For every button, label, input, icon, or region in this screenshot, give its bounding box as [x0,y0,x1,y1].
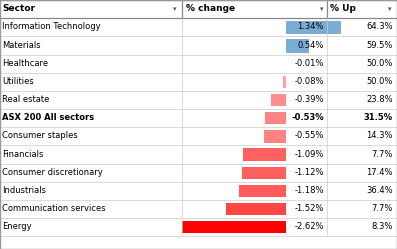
Text: Sector: Sector [2,4,35,13]
Text: Industrials: Industrials [2,186,46,195]
Text: 36.4%: 36.4% [366,186,393,195]
Text: -1.09%: -1.09% [295,150,324,159]
Bar [283,76,286,88]
Text: ▾: ▾ [173,6,176,12]
Text: -0.55%: -0.55% [295,131,324,140]
Text: -1.12%: -1.12% [295,168,324,177]
Text: % change: % change [186,4,235,13]
Text: -1.52%: -1.52% [295,204,324,213]
Bar [0,18,397,36]
Text: 1.34%: 1.34% [297,22,324,31]
Bar [182,221,286,233]
Bar [0,182,397,200]
Text: 0.54%: 0.54% [298,41,324,50]
Bar [225,203,286,215]
Bar [286,21,339,33]
Bar [271,94,286,106]
Bar [0,0,397,18]
Text: Energy: Energy [2,222,32,231]
Text: ▾: ▾ [388,6,391,12]
Text: Utilities: Utilities [2,77,34,86]
Text: Financials: Financials [2,150,44,159]
Text: 64.3%: 64.3% [366,22,393,31]
Text: Real estate: Real estate [2,95,50,104]
Text: -0.39%: -0.39% [295,95,324,104]
Bar [286,39,308,52]
Bar [0,218,397,236]
Text: -0.01%: -0.01% [295,59,324,68]
Text: 17.4%: 17.4% [366,168,393,177]
Text: 50.0%: 50.0% [367,59,393,68]
Text: ASX 200 All sectors: ASX 200 All sectors [2,113,94,122]
Text: 7.7%: 7.7% [372,204,393,213]
Bar [0,200,397,218]
Bar [265,112,286,124]
Text: -2.62%: -2.62% [295,222,324,231]
Text: -0.08%: -0.08% [295,77,324,86]
Bar [0,55,397,73]
Text: 31.5%: 31.5% [364,113,393,122]
Text: ▾: ▾ [320,6,324,12]
Text: Healthcare: Healthcare [2,59,48,68]
Text: 14.3%: 14.3% [366,131,393,140]
Text: -1.18%: -1.18% [295,186,324,195]
Text: Information Technology: Information Technology [2,22,101,31]
Text: Consumer staples: Consumer staples [2,131,78,140]
Text: Communication services: Communication services [2,204,106,213]
Text: Consumer discretionary: Consumer discretionary [2,168,103,177]
Text: % Up: % Up [330,4,356,13]
Bar [0,36,397,55]
Text: 7.7%: 7.7% [372,150,393,159]
Bar [241,167,286,179]
Text: Materials: Materials [2,41,41,50]
Text: 8.3%: 8.3% [372,222,393,231]
Bar [0,73,397,91]
Bar [0,109,397,127]
Text: 59.5%: 59.5% [367,41,393,50]
Text: 50.0%: 50.0% [367,77,393,86]
Bar [264,130,286,142]
Bar [0,91,397,109]
Bar [0,127,397,145]
Text: 23.8%: 23.8% [366,95,393,104]
Bar [0,164,397,182]
Text: -0.53%: -0.53% [291,113,324,122]
Bar [243,148,286,161]
Bar [239,185,286,197]
Bar [0,145,397,164]
